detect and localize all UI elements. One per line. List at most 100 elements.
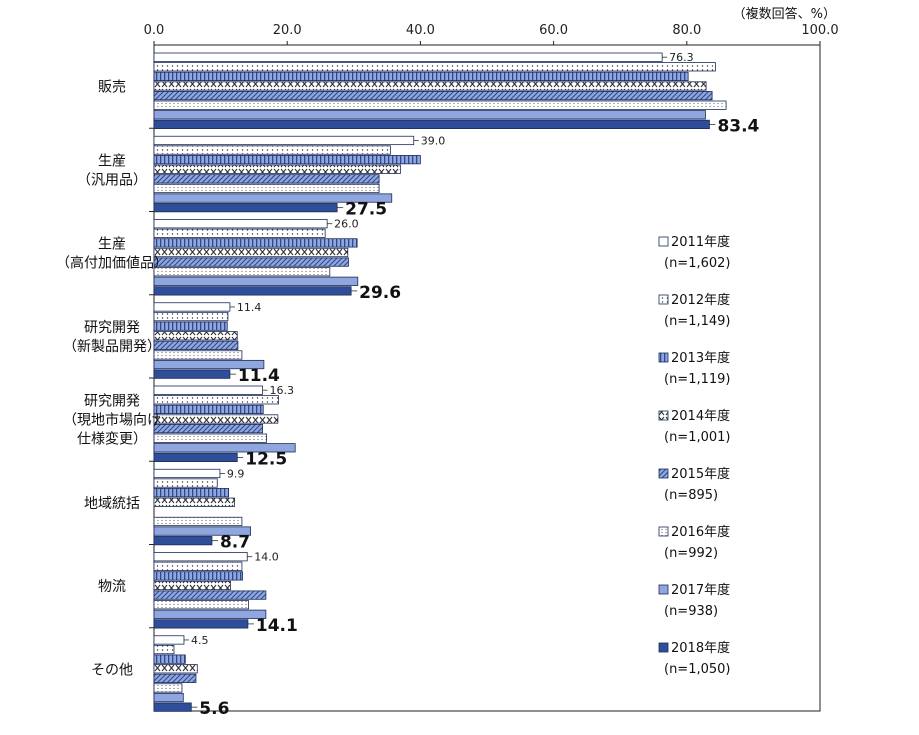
bar-2012年度-5 xyxy=(153,478,218,488)
bar-2017年度-0 xyxy=(153,110,706,120)
category-label: 販売 xyxy=(98,80,126,96)
category-label: 生産 xyxy=(98,237,126,253)
last-series-data-label: 27.5 xyxy=(345,200,387,220)
bar-2012年度-3 xyxy=(153,311,229,322)
first-series-data-label: 16.3 xyxy=(270,384,295,397)
bar-2013年度-1 xyxy=(153,155,421,165)
x-tick-label: 0.0 xyxy=(144,23,165,38)
bar-2011年度-5 xyxy=(153,468,221,479)
last-series-data-label: 11.4 xyxy=(238,366,280,386)
bar-2018年度-0 xyxy=(153,119,710,129)
last-series-data-label: 8.7 xyxy=(220,533,250,553)
bar-2016年度-7 xyxy=(153,683,183,693)
bar-2018年度-4 xyxy=(153,452,238,463)
bar-2015年度-1 xyxy=(153,174,380,184)
legend-count: (n=1,119) xyxy=(664,372,731,387)
bar-2018年度-2 xyxy=(153,286,352,296)
last-series-data-label: 29.6 xyxy=(359,283,401,303)
legend-label: 2011年度 xyxy=(671,234,730,250)
category-label: （新製品開発） xyxy=(63,339,161,355)
first-series-data-label: 26.0 xyxy=(334,218,359,231)
bar-2014年度-2 xyxy=(153,247,349,258)
first-series-data-label: 76.3 xyxy=(669,51,694,64)
legend-count: (n=1,001) xyxy=(664,430,731,445)
bar-2011年度-6 xyxy=(153,552,248,562)
last-series-data-label: 5.6 xyxy=(199,699,229,719)
bar-2014年度-0 xyxy=(153,81,707,91)
first-series-data-label: 14.0 xyxy=(254,551,278,564)
last-series-data-label: 14.1 xyxy=(256,616,298,636)
legend-count: (n=895) xyxy=(664,488,718,503)
bar-2013年度-5 xyxy=(153,488,229,498)
legend-swatch xyxy=(658,294,669,305)
category-label: 物流 xyxy=(98,579,126,595)
legend-label: 2013年度 xyxy=(671,350,730,366)
bar-2015年度-3 xyxy=(153,340,239,350)
x-tick-label: 40.0 xyxy=(406,23,435,38)
bar-2011年度-0 xyxy=(153,52,663,62)
bar-2016年度-2 xyxy=(153,267,331,277)
bar-2016年度-6 xyxy=(153,600,249,610)
last-series-data-label: 83.4 xyxy=(717,116,759,136)
category-label: 仕様変更） xyxy=(77,431,147,448)
bar-2017年度-3 xyxy=(153,359,265,370)
bar-2014年度-4 xyxy=(153,414,279,424)
legend-swatch xyxy=(658,236,669,247)
bar-2017年度-4 xyxy=(153,443,296,453)
x-tick-label: 100.0 xyxy=(801,23,838,38)
bar-2017年度-5 xyxy=(153,526,251,536)
first-series-data-label: 4.5 xyxy=(191,634,209,647)
bar-2018年度-7 xyxy=(153,702,192,712)
bar-2015年度-0 xyxy=(153,91,713,101)
category-label: 地域統括 xyxy=(84,496,140,512)
bar-2018年度-3 xyxy=(153,369,231,379)
legend-count: (n=992) xyxy=(664,546,718,561)
first-series-data-label: 39.0 xyxy=(421,134,446,147)
bar-2012年度-4 xyxy=(153,395,279,405)
legend-label: 2016年度 xyxy=(671,524,730,540)
bar-2013年度-0 xyxy=(153,71,689,81)
category-label: その他 xyxy=(91,662,133,678)
bar-2014年度-7 xyxy=(153,664,198,674)
legend-swatch xyxy=(658,468,669,479)
bar-2011年度-7 xyxy=(153,635,185,645)
bar-2017年度-2 xyxy=(153,276,359,286)
legend-label: 2018年度 xyxy=(671,640,730,656)
legend-swatch xyxy=(658,642,669,653)
category-label: 生産 xyxy=(98,153,126,169)
bar-2014年度-6 xyxy=(153,580,231,591)
bar-2016年度-1 xyxy=(153,183,380,194)
legend-swatch xyxy=(658,352,669,363)
bar-2015年度-7 xyxy=(153,673,197,683)
category-label: 研究開発 xyxy=(84,320,140,336)
first-series-data-label: 9.9 xyxy=(227,467,245,480)
x-tick-label: 60.0 xyxy=(539,23,568,38)
bar-2016年度-5 xyxy=(153,516,243,527)
category-label: （汎用品） xyxy=(77,172,147,188)
bar-2011年度-2 xyxy=(153,219,328,229)
legend-swatch xyxy=(658,410,669,421)
bar-2012年度-0 xyxy=(153,62,716,72)
category-label: 研究開発 xyxy=(84,394,140,410)
legend-label: 2014年度 xyxy=(671,408,730,424)
bar-2013年度-7 xyxy=(153,654,186,664)
bar-2018年度-6 xyxy=(153,619,249,629)
bar-2014年度-1 xyxy=(153,164,401,174)
bar-2013年度-6 xyxy=(153,571,243,581)
bar-2016年度-4 xyxy=(153,433,267,443)
legend-count: (n=1,602) xyxy=(664,256,731,271)
bar-2017年度-1 xyxy=(153,193,393,203)
legend-label: 2017年度 xyxy=(671,582,730,598)
first-series-data-label: 11.4 xyxy=(237,301,262,314)
last-series-data-label: 12.5 xyxy=(245,449,287,469)
x-tick-label: 80.0 xyxy=(672,23,701,38)
bar-2011年度-4 xyxy=(153,385,263,395)
category-label: （高付加価値品） xyxy=(56,255,168,272)
unit-label: （複数回答、%） xyxy=(733,6,836,22)
legend-count: (n=1,149) xyxy=(664,314,731,329)
bar-2015年度-4 xyxy=(153,423,263,434)
bar-2013年度-2 xyxy=(153,238,358,248)
x-tick-label: 20.0 xyxy=(273,23,302,38)
bar-2013年度-3 xyxy=(153,321,228,331)
bar-2015年度-6 xyxy=(153,590,267,600)
